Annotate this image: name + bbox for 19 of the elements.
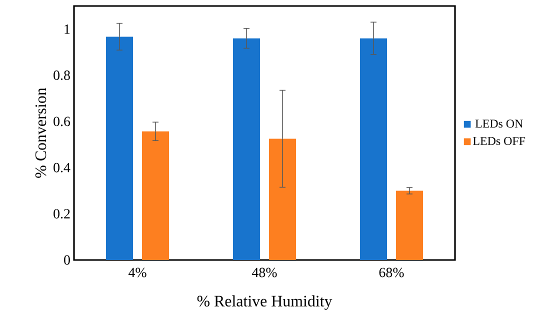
- legend-label: LEDs ON: [475, 120, 523, 128]
- y-tick-label: 1: [64, 24, 70, 34]
- y-tick-label: 0.4: [54, 162, 70, 172]
- y-tick-label: 0.8: [54, 70, 70, 80]
- bar: [396, 190, 424, 260]
- x-axis-title: % Relative Humidity: [197, 295, 332, 310]
- bar: [269, 138, 296, 260]
- x-tick-label: 48%: [252, 268, 277, 278]
- y-axis-title: % Conversion: [35, 88, 46, 178]
- legend-label: LEDs OFF: [473, 136, 526, 146]
- bar: [106, 36, 134, 260]
- y-tick-label: 0.2: [54, 209, 70, 219]
- bar: [142, 131, 170, 260]
- x-tick-label: 68%: [379, 268, 404, 278]
- x-tick-label: 4%: [128, 268, 146, 278]
- bar: [233, 38, 260, 260]
- y-tick-label: 0.6: [54, 116, 70, 126]
- bar: [360, 38, 388, 260]
- y-tick-label: 0: [64, 255, 70, 265]
